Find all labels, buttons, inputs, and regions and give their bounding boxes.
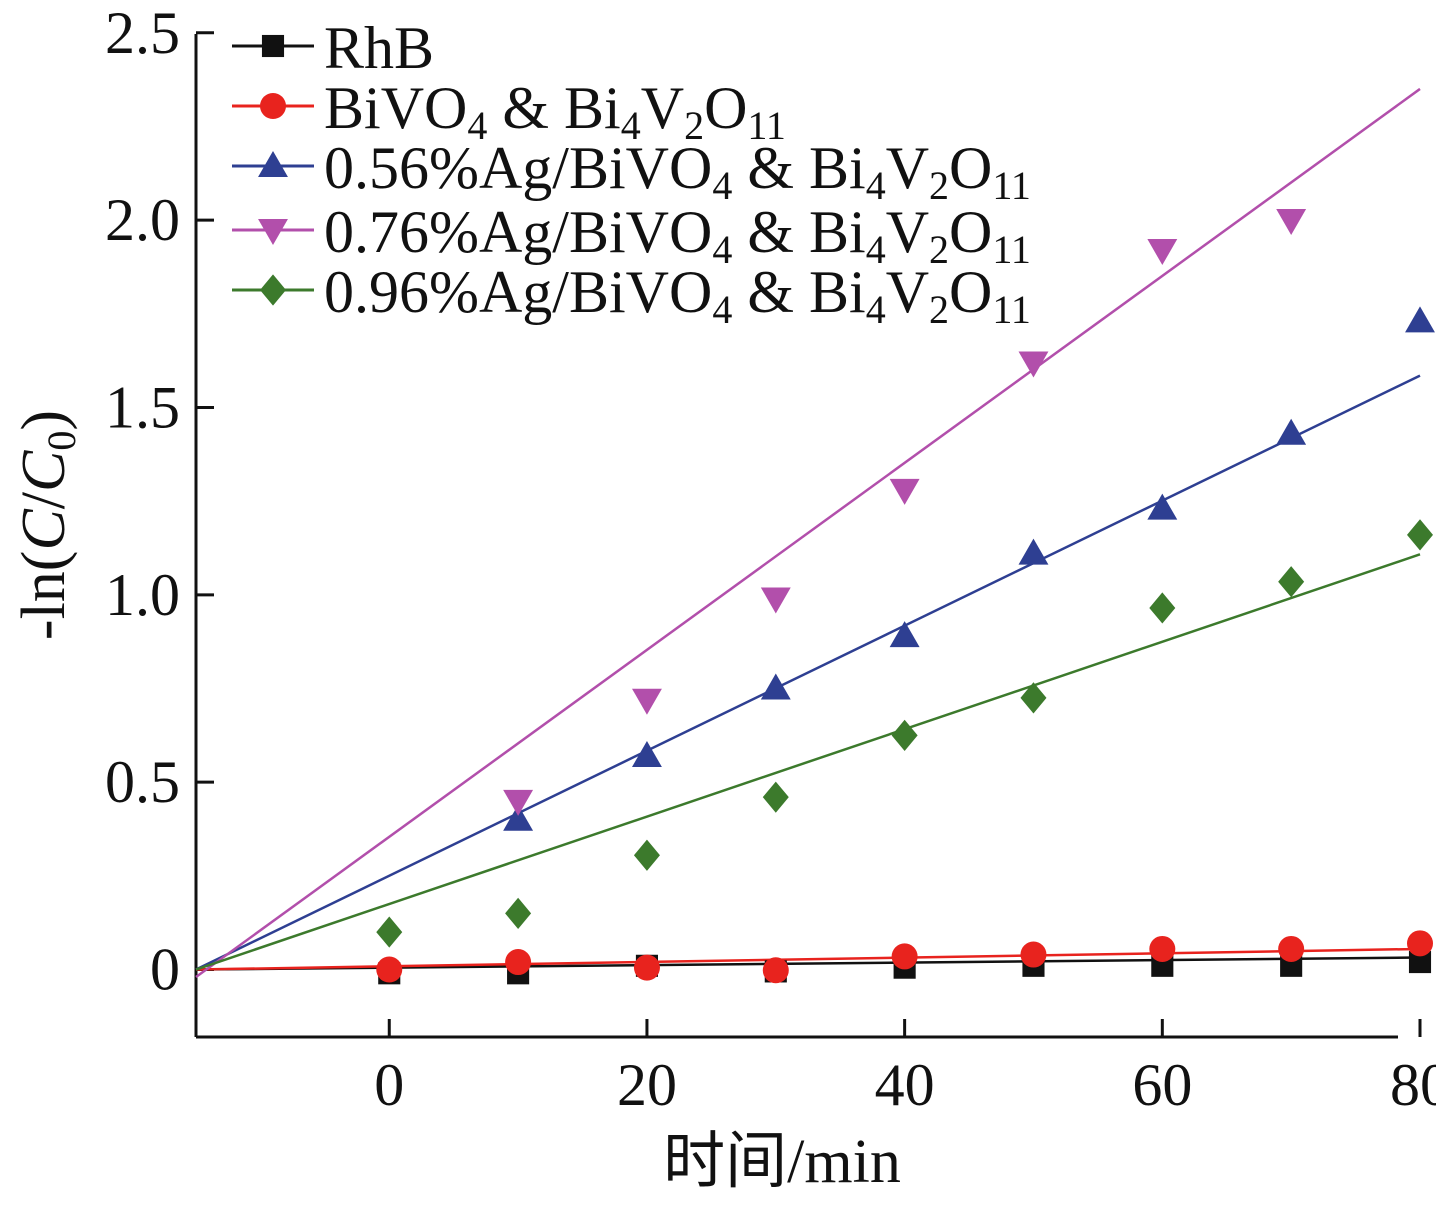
data-point-series-3: [503, 804, 534, 831]
data-point-series-2: [1149, 935, 1176, 962]
data-point-series-5: [1020, 682, 1047, 714]
x-tick-label: 20: [617, 1052, 677, 1118]
y-axis-title: -ln(C/C0): [10, 410, 84, 640]
x-ticks: 0 20 40 60 80: [374, 1019, 1436, 1118]
x-tick-label: 0: [374, 1052, 404, 1118]
legend-label: 0.96%Ag/BiVO4 & Bi4V2O11: [324, 259, 1031, 332]
legend-marker: [260, 274, 286, 306]
data-point-series-2: [376, 956, 403, 983]
data-point-series-4: [1147, 239, 1178, 266]
data-point-series-3: [760, 673, 791, 700]
data-point-series-4: [1018, 351, 1049, 378]
data-point-series-4: [1276, 209, 1307, 236]
x-tick-label: 40: [875, 1052, 935, 1118]
data-point-series-3: [1147, 493, 1178, 520]
data-point-series-3: [631, 741, 662, 768]
legend-item: 0.76%Ag/BiVO4 & Bi4V2O11: [232, 199, 1031, 272]
legend-label: 0.56%Ag/BiVO4 & Bi4V2O11: [324, 135, 1031, 208]
data-point-series-2: [1278, 935, 1305, 962]
data-point-series-4: [760, 587, 791, 614]
data-point-series-1: [1408, 951, 1432, 974]
legend-marker: [261, 34, 285, 58]
y-tick-label: 2.0: [105, 187, 180, 253]
data-point-series-5: [633, 839, 660, 871]
y-ticks: 0 0.5 1.0 1.5 2.0 2.5: [105, 0, 214, 1003]
data-point-series-2: [505, 949, 532, 976]
y-tick-label: 1.5: [105, 374, 180, 440]
data-point-series-5: [1278, 566, 1305, 598]
y-tick-label: 0: [150, 937, 180, 1003]
data-point-series-4: [631, 688, 662, 715]
data-point-series-5: [762, 781, 789, 813]
legend-marker: [258, 151, 288, 178]
legend-marker: [260, 93, 286, 119]
axes: [194, 34, 1398, 1039]
data-point-series-4: [503, 789, 534, 816]
legend-label: BiVO4 & Bi4V2O11: [324, 75, 786, 148]
x-tick-label: 60: [1132, 1052, 1192, 1118]
data-point-series-5: [1149, 592, 1176, 624]
data-point-series-5: [505, 897, 532, 929]
data-point-series-5: [376, 916, 403, 948]
fit-line-series-3: [195, 374, 1421, 971]
data-point-series-2: [633, 954, 660, 981]
data-point-series-5: [1407, 519, 1433, 551]
fit-line-series-5: [195, 553, 1421, 971]
x-tick-label: 80: [1390, 1052, 1436, 1118]
data-markers: [376, 209, 1435, 985]
data-point-series-3: [1276, 418, 1307, 445]
fit-line-series-4: [195, 87, 1421, 979]
data-point-series-2: [762, 957, 789, 984]
data-point-series-3: [889, 621, 920, 648]
legend-label: 0.76%Ag/BiVO4 & Bi4V2O11: [324, 199, 1031, 272]
x-axis-title: 时间/min: [663, 1128, 901, 1196]
data-point-series-4: [889, 478, 920, 505]
data-point-series-2: [891, 943, 918, 970]
y-tick-label: 2.5: [105, 0, 180, 66]
legend-item: 0.96%Ag/BiVO4 & Bi4V2O11: [232, 259, 1031, 332]
legend-marker: [258, 218, 288, 245]
legend-item: BiVO4 & Bi4V2O11: [232, 75, 786, 148]
y-tick-label: 1.0: [105, 562, 180, 628]
legend-label: RhB: [324, 15, 434, 81]
legend-item: 0.56%Ag/BiVO4 & Bi4V2O11: [232, 135, 1031, 208]
data-point-series-5: [891, 719, 918, 751]
data-point-series-2: [1407, 930, 1433, 957]
y-tick-label: 0.5: [105, 749, 180, 815]
legend-item: RhB: [232, 15, 434, 81]
data-point-series-2: [1020, 941, 1047, 968]
data-point-series-3: [1018, 538, 1049, 565]
data-point-series-3: [1405, 306, 1435, 333]
